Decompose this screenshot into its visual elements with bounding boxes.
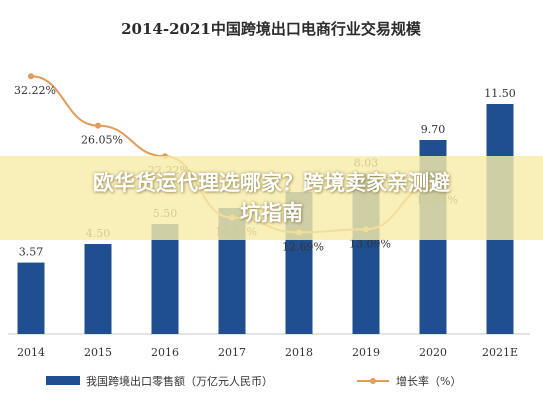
headline-banner: 欧华货运代理选哪家？跨境卖家亲测避坑指南 — [0, 156, 543, 240]
growth-label-2019: 13.09% — [349, 237, 391, 250]
x-axis-ticks: 2014 2015 2016 2017 2018 2019 2020 2021E — [17, 346, 518, 359]
bar-2015 — [84, 244, 112, 334]
bar-value-label-2021E: 11.50 — [484, 87, 516, 100]
x-tick-2018: 2018 — [285, 346, 313, 359]
legend-bar-swatch — [46, 376, 80, 385]
headline-text: 欧华货运代理选哪家？跨境卖家亲测避坑指南 — [93, 171, 450, 225]
growth-point-2014 — [28, 73, 34, 80]
bar-2016 — [151, 224, 179, 334]
legend-line-marker — [370, 378, 376, 384]
x-tick-2014: 2014 — [17, 346, 45, 359]
legend-bar-label: 我国跨境出口零售额（万亿元人民币） — [86, 374, 273, 388]
growth-label-2014: 32.22% — [14, 84, 56, 97]
chart-title: 2014-2021中国跨境出口电商行业交易规模 — [121, 20, 422, 38]
x-tick-2017: 2017 — [218, 346, 246, 359]
x-tick-2016: 2016 — [151, 346, 179, 359]
growth-label-2015: 26.05% — [81, 134, 123, 147]
x-tick-2020: 2020 — [419, 346, 447, 359]
legend: 我国跨境出口零售额（万亿元人民币） 增长率（%） — [46, 374, 461, 388]
bar-value-label-2014: 3.57 — [19, 246, 44, 259]
x-tick-2021E: 2021E — [482, 346, 518, 359]
growth-point-2015 — [95, 122, 101, 129]
bar-value-label-2020: 9.70 — [421, 123, 446, 136]
legend-line-label: 增长率（%） — [396, 374, 461, 388]
x-tick-2019: 2019 — [352, 346, 380, 359]
growth-label-2018: 12.69% — [282, 240, 324, 253]
x-tick-2015: 2015 — [84, 346, 112, 359]
bar-2014 — [17, 262, 45, 334]
